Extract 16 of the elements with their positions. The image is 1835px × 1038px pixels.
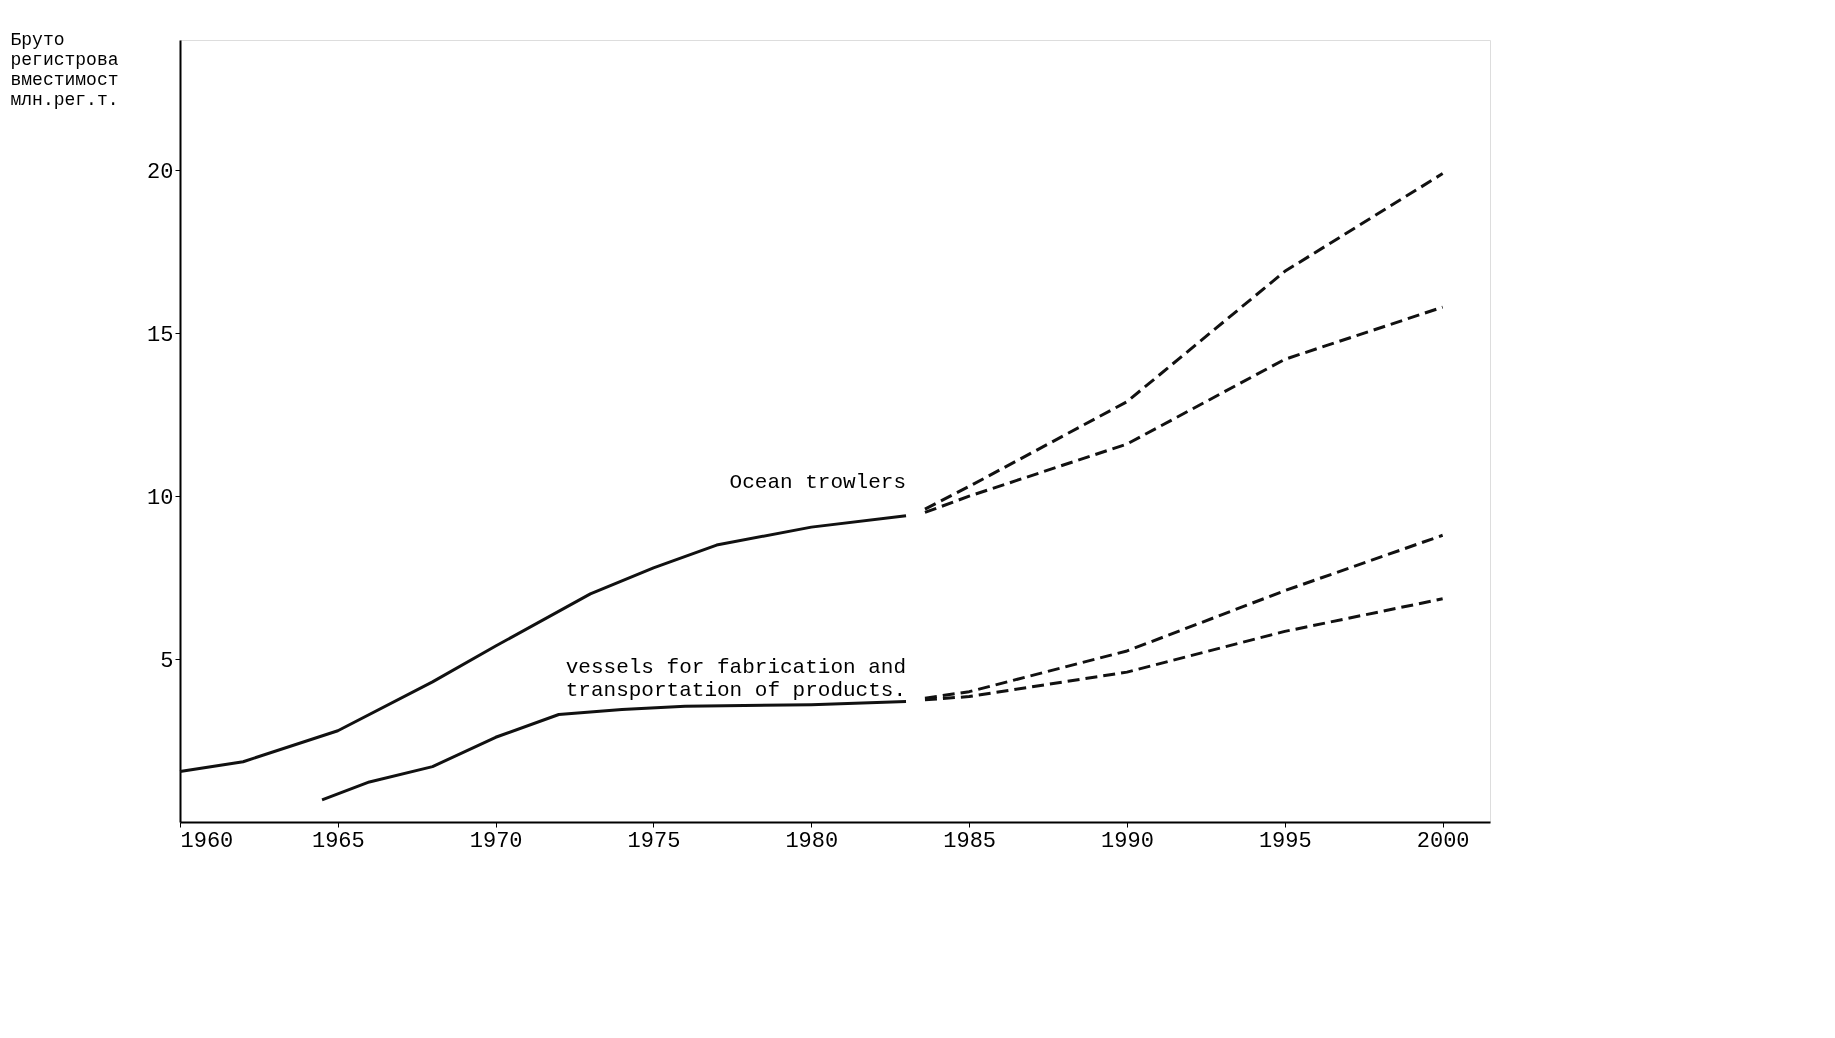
y-tick-label: 5 <box>160 648 174 674</box>
x-tick-label: 2000 <box>1416 828 1470 854</box>
series-label: Ocean trowlers <box>729 470 907 494</box>
x-tick-label: 1960 <box>180 828 234 854</box>
series-label: vessels for fabrication and transportation of products. <box>565 656 907 703</box>
x-tick-label: 1965 <box>311 828 365 854</box>
x-tick-label: 1975 <box>627 828 681 854</box>
y-tick-label: 10 <box>147 485 174 511</box>
y-tick-label: 15 <box>147 322 174 348</box>
y-tick-label: 20 <box>147 159 174 185</box>
x-tick-label: 1980 <box>785 828 839 854</box>
x-tick-label: 1990 <box>1101 828 1154 854</box>
x-tick-label: 1985 <box>943 828 997 854</box>
y-axis-title: Бруто регистрова вместимост млн.рег.т. <box>10 29 119 110</box>
x-tick-label: 1995 <box>1258 828 1312 854</box>
x-tick-label: 1970 <box>469 828 523 854</box>
